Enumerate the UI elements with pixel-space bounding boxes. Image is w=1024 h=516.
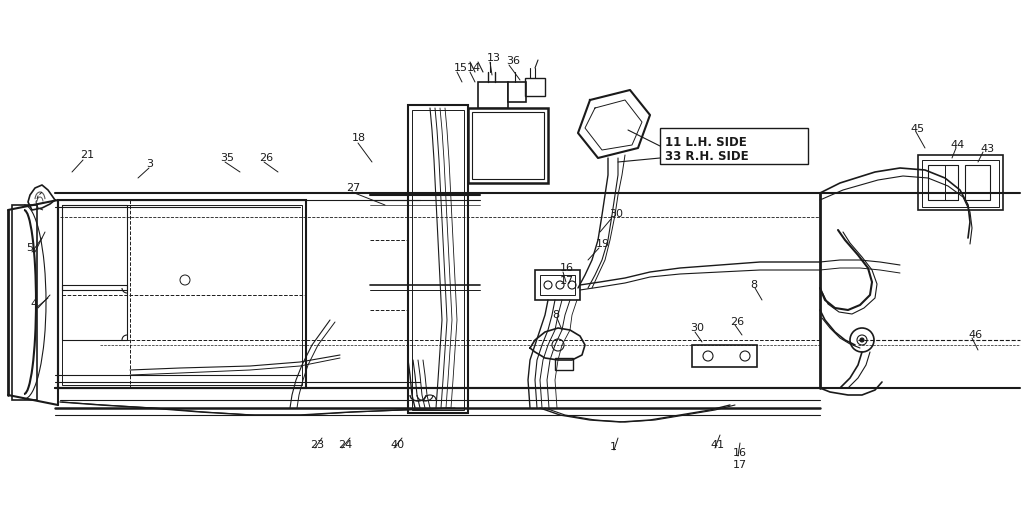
Bar [62,205,127,290]
Text: 46: 46 [968,330,982,340]
Text: 21: 21 [80,150,94,160]
Text: 36: 36 [506,56,520,66]
Text: 35: 35 [220,153,234,163]
Text: 5: 5 [26,243,33,253]
Polygon shape [578,90,650,158]
Text: 13: 13 [487,53,501,63]
Text: 16: 16 [733,448,746,458]
Bar [468,108,548,183]
Text: 17: 17 [733,460,748,470]
Text: 1: 1 [610,442,617,452]
Bar [525,78,545,96]
Text: 3: 3 [146,159,153,169]
Text: 8: 8 [552,310,559,320]
Text: 24: 24 [338,440,352,450]
Text: 4: 4 [30,299,37,309]
Bar [535,270,580,300]
Text: 43: 43 [980,144,994,154]
Text: 27: 27 [346,183,360,193]
Bar [412,110,464,410]
Text: 23: 23 [310,440,325,450]
Bar [555,358,573,370]
Bar [62,205,302,385]
Text: 26: 26 [259,153,273,163]
Bar [472,112,544,179]
Bar [965,165,990,200]
Text: 30: 30 [609,209,623,219]
Text: 17: 17 [560,276,574,286]
Bar [62,285,127,340]
Bar [922,160,999,207]
Text: 33 R.H. SIDE: 33 R.H. SIDE [665,150,749,163]
Circle shape [860,338,864,342]
Text: 45: 45 [910,124,924,134]
Bar [508,82,526,102]
Bar [478,82,508,108]
Bar [12,205,37,400]
Text: 41: 41 [710,440,724,450]
Bar [692,345,757,367]
Bar [660,128,808,164]
Text: 15: 15 [454,63,468,73]
Text: 40: 40 [390,440,404,450]
Text: 11 L.H. SIDE: 11 L.H. SIDE [665,136,746,149]
Text: 30: 30 [690,323,705,333]
Bar [918,155,1002,210]
Text: 8: 8 [750,280,757,290]
Text: 44: 44 [950,140,965,150]
Text: 18: 18 [352,133,367,143]
Bar [408,105,468,413]
Text: 16: 16 [560,263,574,273]
Bar [928,165,958,200]
Bar [58,200,306,388]
Bar [540,275,575,295]
Text: 19: 19 [596,239,610,249]
Text: 26: 26 [730,317,744,327]
Text: 14: 14 [467,63,481,73]
